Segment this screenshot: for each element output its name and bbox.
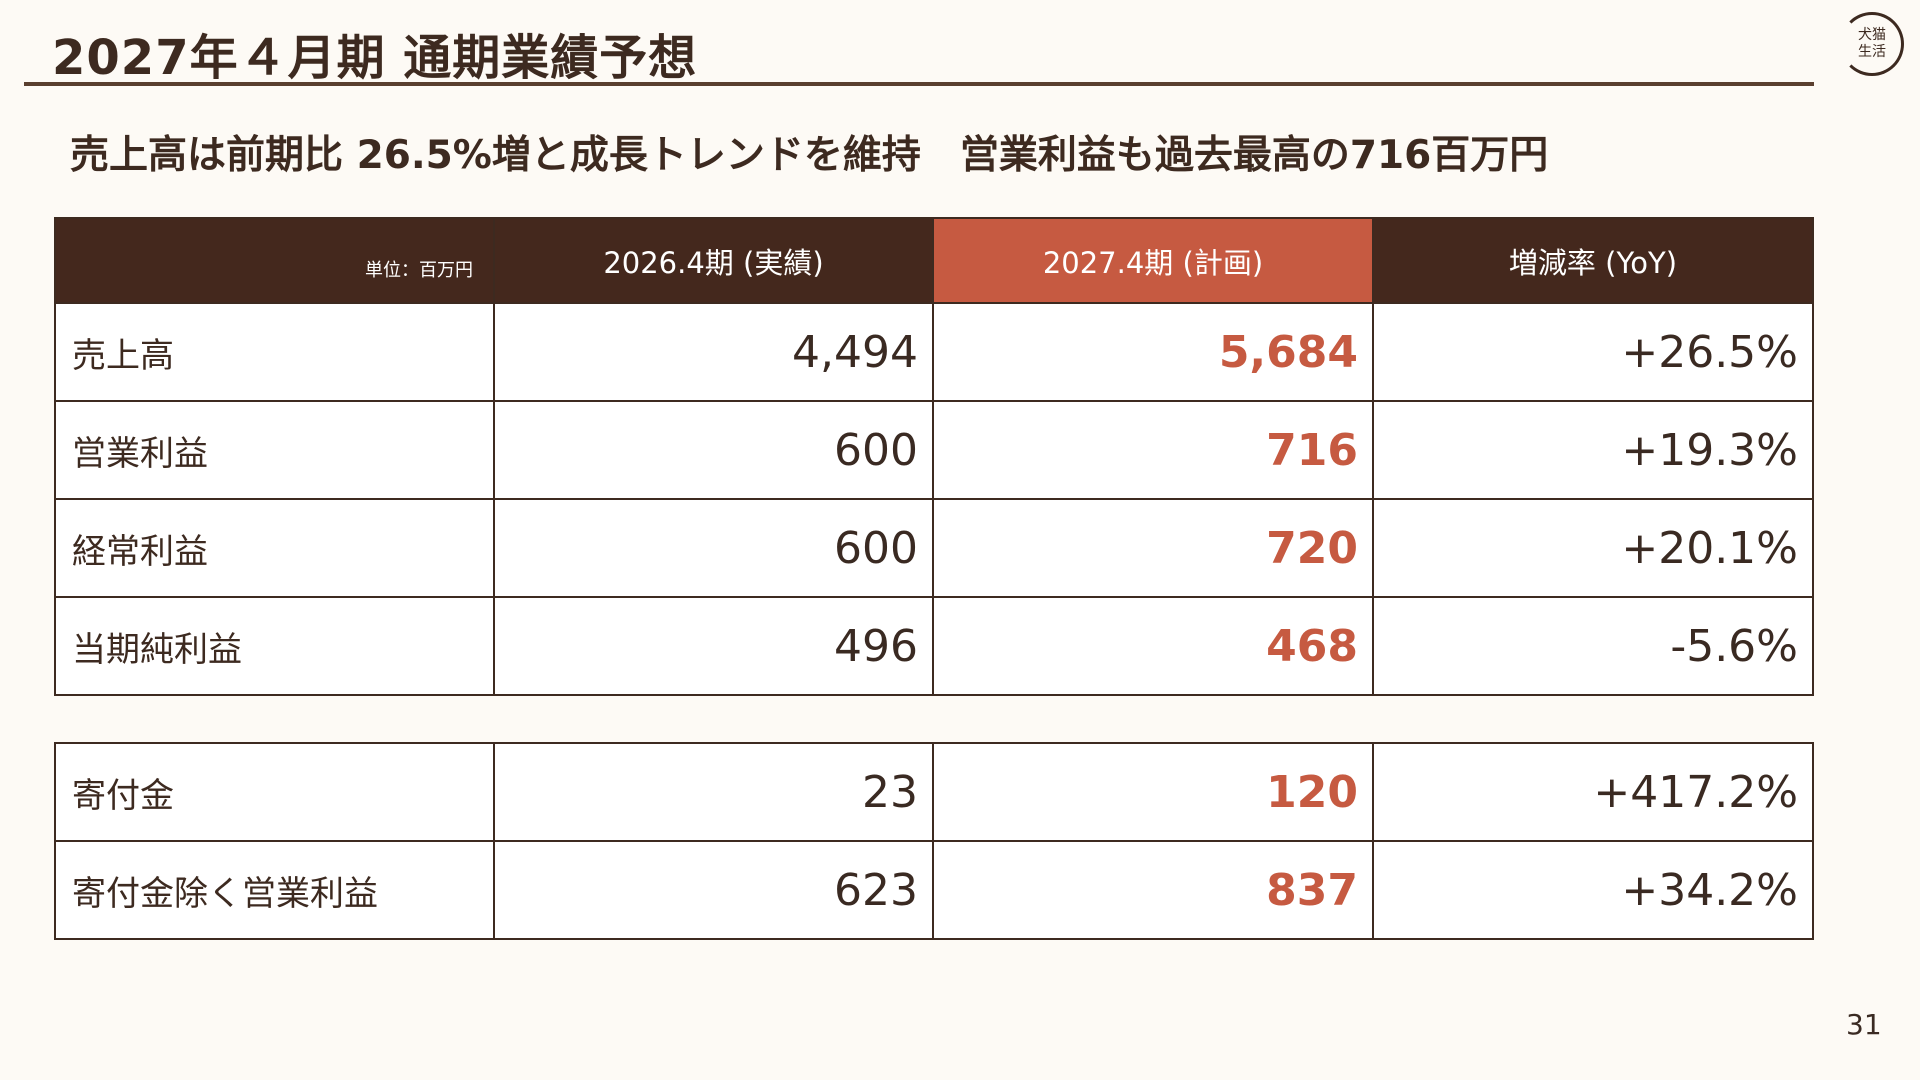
plan-value: 120 — [932, 742, 1374, 842]
table-row: 売上高 4,494 5,684 +26.5% — [54, 302, 1814, 402]
plan-value: 837 — [932, 840, 1374, 940]
actual-value: 23 — [493, 742, 934, 842]
row-label: 寄付金 — [54, 742, 495, 842]
actual-value: 623 — [493, 840, 934, 940]
page-title: 2027年４月期 通期業績予想 — [52, 30, 698, 86]
yoy-value: +417.2% — [1372, 742, 1814, 842]
yoy-value: +26.5% — [1372, 302, 1814, 402]
row-label: 寄付金除く営業利益 — [54, 840, 495, 940]
unit-label: 単位：百万円 — [54, 217, 495, 304]
table-row: 経常利益 600 720 +20.1% — [54, 498, 1814, 598]
yoy-value: +20.1% — [1372, 498, 1814, 598]
column-header-plan: 2027.4期 (計画) — [932, 217, 1374, 304]
table-header-row: 単位：百万円 2026.4期 (実績) 2027.4期 (計画) 増減率 (Yo… — [54, 217, 1814, 304]
row-label: 営業利益 — [54, 400, 495, 500]
donation-table: 寄付金 23 120 +417.2% 寄付金除く営業利益 623 837 +34… — [54, 742, 1814, 940]
company-logo: 犬猫 生活 — [1840, 12, 1904, 76]
column-header-actual: 2026.4期 (実績) — [493, 217, 934, 304]
actual-value: 600 — [493, 498, 934, 598]
actual-value: 4,494 — [493, 302, 934, 402]
table-row: 営業利益 600 716 +19.3% — [54, 400, 1814, 500]
actual-value: 600 — [493, 400, 934, 500]
table-row: 寄付金除く営業利益 623 837 +34.2% — [54, 840, 1814, 940]
title-divider — [24, 82, 1814, 86]
row-label: 当期純利益 — [54, 596, 495, 696]
table-row: 当期純利益 496 468 -5.6% — [54, 596, 1814, 696]
plan-value: 468 — [932, 596, 1374, 696]
column-header-yoy: 増減率 (YoY) — [1372, 217, 1814, 304]
page-subtitle: 売上高は前期比 26.5%増と成長トレンドを維持 営業利益も過去最高の716百万… — [70, 133, 1549, 178]
yoy-value: -5.6% — [1372, 596, 1814, 696]
yoy-value: +19.3% — [1372, 400, 1814, 500]
logo-text-line2: 生活 — [1858, 44, 1886, 60]
row-label: 経常利益 — [54, 498, 495, 598]
plan-value: 5,684 — [932, 302, 1374, 402]
logo-text-line1: 犬猫 — [1858, 27, 1886, 43]
plan-value: 720 — [932, 498, 1374, 598]
forecast-table: 単位：百万円 2026.4期 (実績) 2027.4期 (計画) 増減率 (Yo… — [54, 217, 1814, 696]
row-label: 売上高 — [54, 302, 495, 402]
plan-value: 716 — [932, 400, 1374, 500]
yoy-value: +34.2% — [1372, 840, 1814, 940]
page-number: 31 — [1846, 1008, 1882, 1041]
table-row: 寄付金 23 120 +417.2% — [54, 742, 1814, 842]
actual-value: 496 — [493, 596, 934, 696]
